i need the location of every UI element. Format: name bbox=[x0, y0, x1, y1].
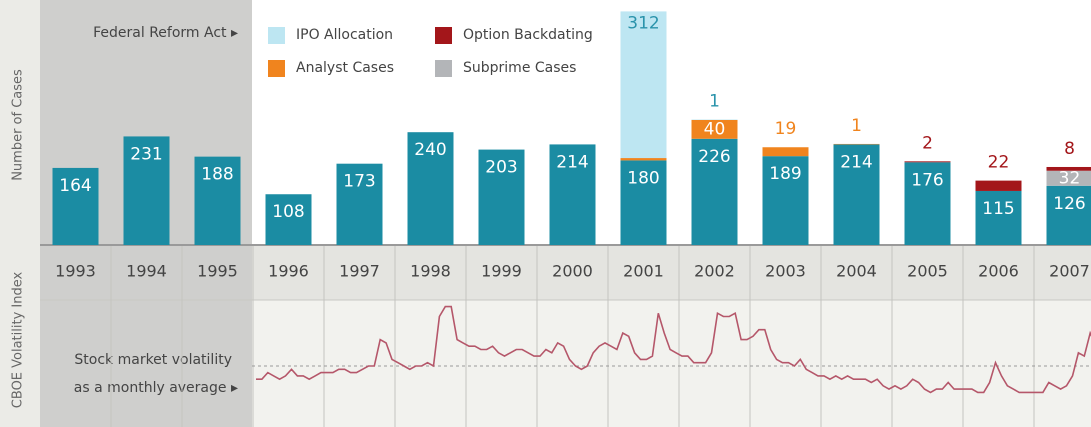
data-label: 1 bbox=[851, 116, 862, 136]
data-label: 231 bbox=[130, 144, 162, 164]
data-label: 108 bbox=[272, 202, 304, 222]
bar-segment bbox=[407, 132, 454, 245]
bar-segment bbox=[265, 194, 312, 245]
data-label: 22 bbox=[988, 153, 1010, 173]
bar-segment bbox=[975, 190, 1022, 245]
data-label: 188 bbox=[201, 165, 233, 185]
data-label: 1 bbox=[709, 92, 720, 112]
bar-segment bbox=[691, 119, 738, 139]
bar-segment bbox=[833, 144, 880, 245]
bar-segment bbox=[549, 144, 596, 245]
y-axis-label: Number of Cases bbox=[11, 69, 26, 181]
x-tick-label: 1999 bbox=[481, 262, 522, 281]
bar-segment bbox=[762, 147, 809, 157]
bar-segment bbox=[904, 161, 951, 163]
legend-label: Analyst Cases bbox=[296, 60, 394, 76]
annotation: Federal Reform Act ▸ bbox=[93, 25, 238, 41]
data-label: 226 bbox=[698, 147, 730, 167]
legend-swatch bbox=[435, 60, 452, 77]
data-label: 40 bbox=[704, 119, 726, 139]
annotation: as a monthly average ▸ bbox=[74, 380, 238, 396]
data-label: 176 bbox=[911, 170, 943, 190]
legend-swatch bbox=[435, 27, 452, 44]
x-tick-label: 1996 bbox=[268, 262, 309, 281]
x-tick-label: 1998 bbox=[410, 262, 451, 281]
data-label: 214 bbox=[840, 152, 872, 172]
data-label: 115 bbox=[982, 199, 1014, 219]
bar-segment bbox=[123, 136, 170, 245]
bar-segment bbox=[620, 158, 667, 161]
x-tick-label: 1995 bbox=[197, 262, 238, 281]
x-tick-label: 2003 bbox=[765, 262, 806, 281]
data-label: 164 bbox=[59, 176, 91, 196]
data-label: 19 bbox=[775, 119, 797, 139]
y-axis-label: CBOE Volatility Index bbox=[11, 271, 26, 408]
bar-segment bbox=[620, 11, 667, 159]
legend-swatch bbox=[268, 60, 285, 77]
bar-segment bbox=[478, 149, 525, 245]
data-label: 2 bbox=[922, 133, 933, 153]
data-label: 214 bbox=[556, 152, 588, 172]
x-tick-label: 2001 bbox=[623, 262, 664, 281]
x-tick-label: 1994 bbox=[126, 262, 167, 281]
bar-segment bbox=[975, 180, 1022, 191]
year-strip bbox=[252, 245, 1091, 300]
data-label: 189 bbox=[769, 164, 801, 184]
volatility-area bbox=[252, 300, 1091, 427]
bar-segment bbox=[1046, 170, 1091, 186]
x-tick-label: 2006 bbox=[978, 262, 1019, 281]
legend-swatch bbox=[268, 27, 285, 44]
data-label: 312 bbox=[627, 13, 659, 33]
data-label: 32 bbox=[1059, 168, 1081, 188]
bar-segment bbox=[1046, 185, 1091, 245]
plot-area bbox=[252, 0, 1091, 245]
legend-label: Subprime Cases bbox=[463, 60, 576, 76]
x-tick-label: 1997 bbox=[339, 262, 380, 281]
annotation: Stock market volatility bbox=[74, 352, 232, 368]
bar-segment bbox=[691, 138, 738, 245]
x-tick-label: 2000 bbox=[552, 262, 593, 281]
bar-segment bbox=[194, 156, 241, 245]
legend-label: Option Backdating bbox=[463, 27, 593, 43]
bar-segment bbox=[52, 167, 99, 245]
x-tick-label: 2005 bbox=[907, 262, 948, 281]
bar-segment bbox=[904, 162, 951, 245]
bar-segment bbox=[1046, 166, 1091, 171]
data-label: 203 bbox=[485, 158, 517, 178]
bar-segment bbox=[620, 160, 667, 245]
data-label: 126 bbox=[1053, 194, 1085, 214]
volatility-line bbox=[256, 305, 1091, 394]
x-tick-label: 1993 bbox=[55, 262, 96, 281]
x-tick-label: 2007 bbox=[1049, 262, 1090, 281]
data-label: 173 bbox=[343, 172, 375, 192]
data-label: 8 bbox=[1064, 139, 1075, 159]
x-tick-label: 2004 bbox=[836, 262, 877, 281]
legend-label: IPO Allocation bbox=[296, 27, 393, 43]
x-tick-label: 2002 bbox=[694, 262, 735, 281]
data-label: 180 bbox=[627, 168, 659, 188]
bar-segment bbox=[762, 156, 809, 245]
data-label: 240 bbox=[414, 140, 446, 160]
bar-segment bbox=[336, 163, 383, 245]
